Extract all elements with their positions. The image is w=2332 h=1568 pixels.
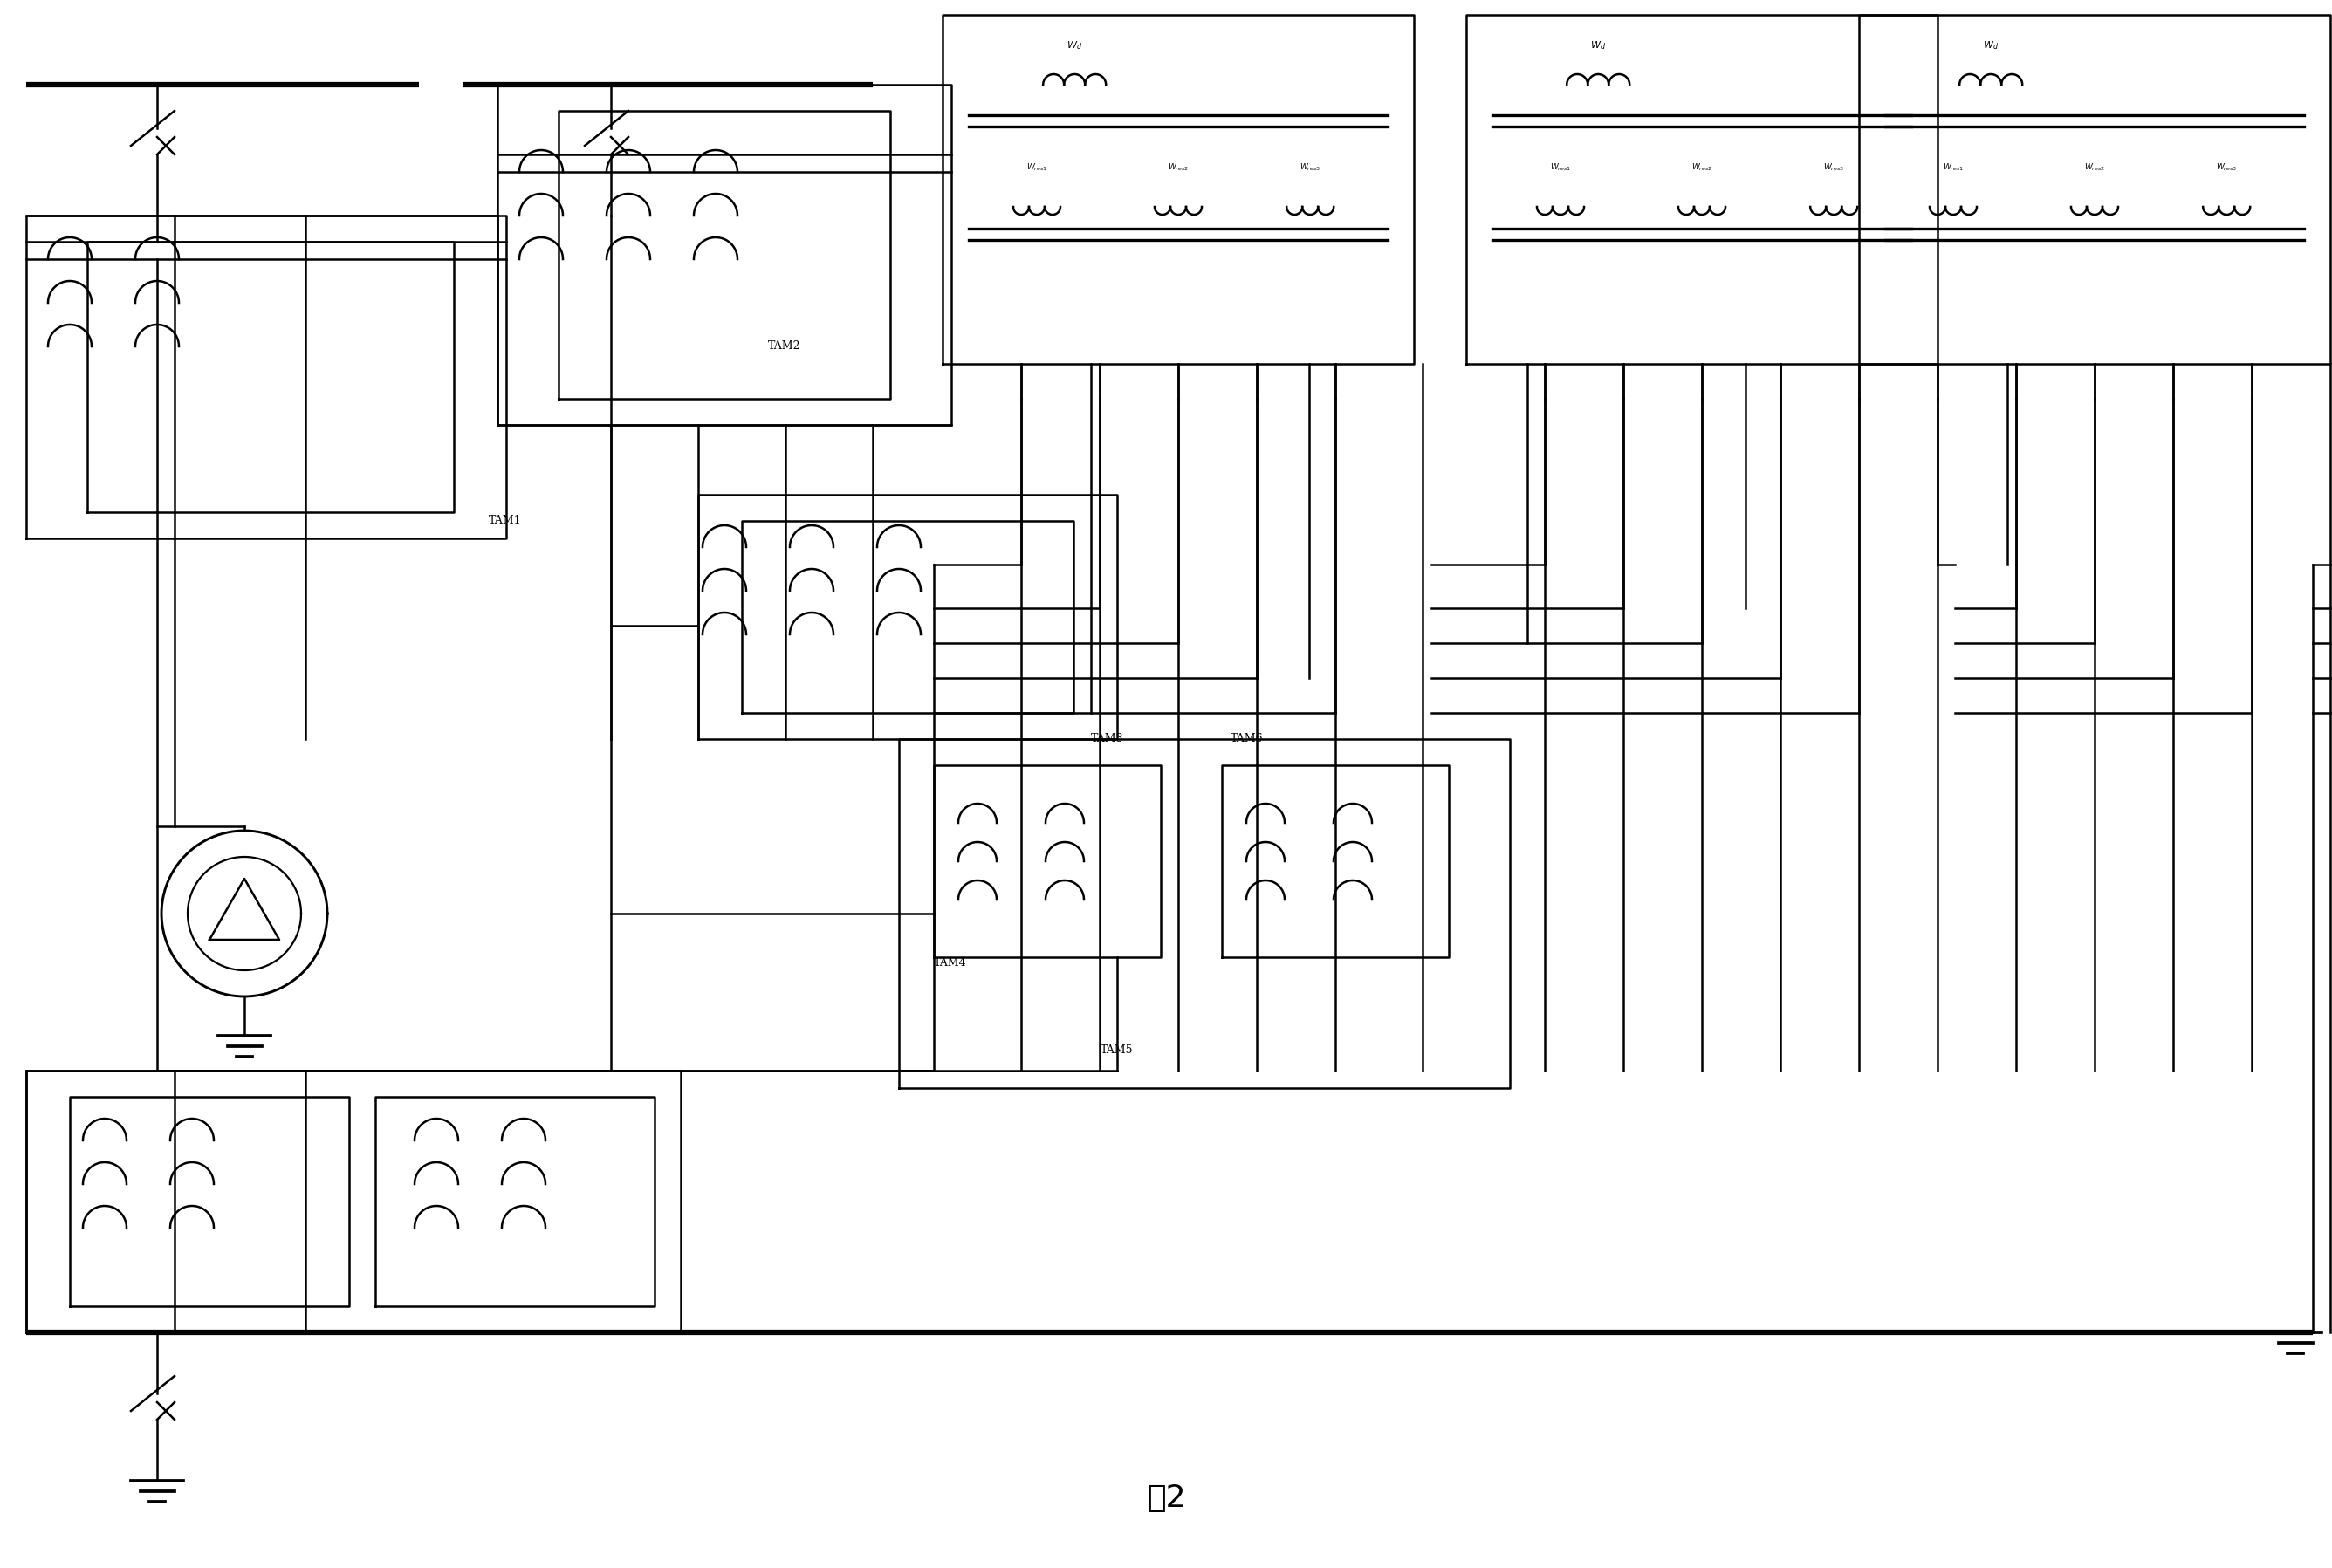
Text: TAM5: TAM5 xyxy=(1101,1044,1133,1055)
Text: $W_d$: $W_d$ xyxy=(1590,39,1607,52)
Text: $W_{res3}$: $W_{res3}$ xyxy=(1299,162,1320,172)
Text: $W_{res3}$: $W_{res3}$ xyxy=(1824,162,1845,172)
Text: 图2: 图2 xyxy=(1147,1483,1185,1513)
Text: $W_{res1}$: $W_{res1}$ xyxy=(1026,162,1047,172)
Text: $W_{res1}$: $W_{res1}$ xyxy=(1943,162,1964,172)
Text: TAM1: TAM1 xyxy=(490,516,522,527)
Text: $W_{res2}$: $W_{res2}$ xyxy=(1691,162,1712,172)
Text: TAM4: TAM4 xyxy=(933,956,968,969)
Text: $W_d$: $W_d$ xyxy=(1982,39,1999,52)
Text: $W_{res1}$: $W_{res1}$ xyxy=(1551,162,1572,172)
Text: TAM3: TAM3 xyxy=(1091,734,1124,745)
Text: $W_{res2}$: $W_{res2}$ xyxy=(2085,162,2106,172)
Text: $W_{res2}$: $W_{res2}$ xyxy=(1168,162,1189,172)
Text: TAM6: TAM6 xyxy=(1231,734,1264,745)
Text: TAM2: TAM2 xyxy=(767,340,800,353)
Text: $W_{res3}$: $W_{res3}$ xyxy=(2215,162,2236,172)
Text: $W_d$: $W_d$ xyxy=(1066,39,1082,52)
